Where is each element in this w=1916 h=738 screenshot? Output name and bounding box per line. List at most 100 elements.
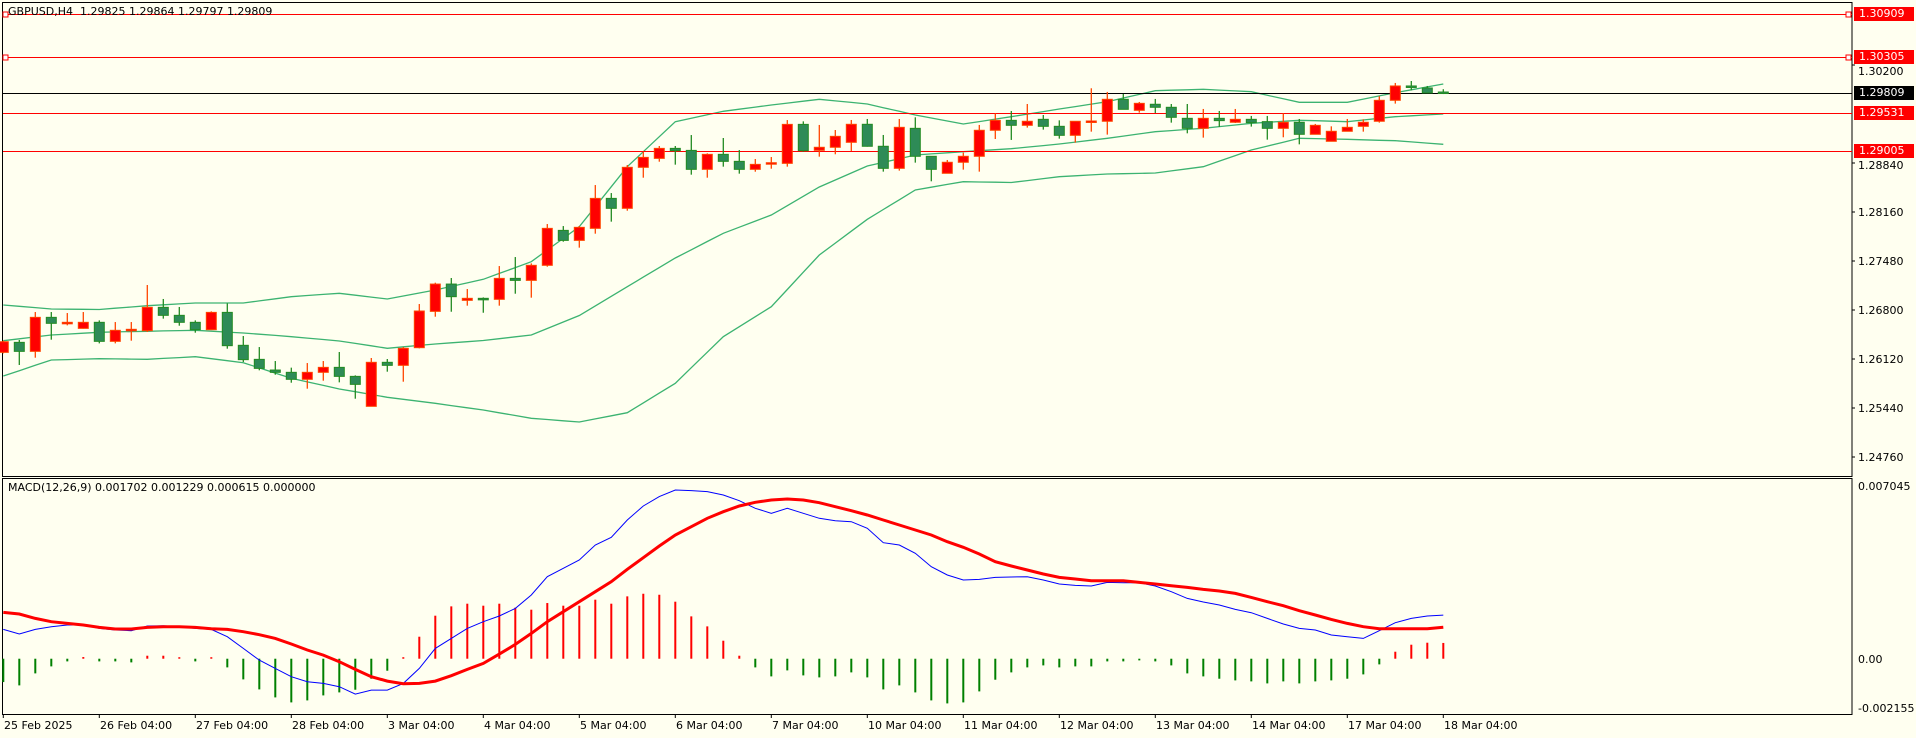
current-price-badge: 1.29809 <box>1854 86 1914 100</box>
price-tick-label: 1.26120 <box>1858 353 1904 366</box>
bull-candle <box>1389 85 1401 101</box>
time-tick-label: 18 Mar 04:00 <box>1444 719 1518 732</box>
bull-candle <box>0 341 9 353</box>
bull-candle <box>429 283 441 312</box>
bear-candle <box>1405 85 1417 88</box>
bear-candle <box>877 145 889 169</box>
candles <box>0 80 1449 407</box>
bear-candle <box>557 229 569 241</box>
level-handle-left <box>2 11 9 18</box>
bull-candle <box>29 316 41 352</box>
bear-candle <box>1053 125 1065 136</box>
bear-candle <box>285 371 297 380</box>
bull-candle <box>1277 121 1289 129</box>
bear-candle <box>685 149 697 170</box>
bull-candle <box>461 297 473 301</box>
bull-candle <box>957 155 969 163</box>
chart-info: GBPUSD,H4 1.29825 1.29864 1.29797 1.2980… <box>8 5 272 18</box>
time-tick-label: 3 Mar 04:00 <box>388 719 455 732</box>
bull-candle <box>813 146 825 151</box>
bull-candle <box>1133 102 1145 111</box>
bear-candle <box>1245 118 1257 124</box>
bull-candle <box>1325 130 1337 142</box>
bull-candle <box>525 264 537 281</box>
time-tick-label: 13 Mar 04:00 <box>1156 719 1230 732</box>
bear-candle <box>717 153 729 162</box>
bear-candle <box>333 366 345 377</box>
bull-candle <box>413 310 425 349</box>
bear-candle <box>477 297 489 301</box>
bull-candle <box>1229 118 1241 123</box>
symbol-timeframe: GBPUSD,H4 <box>8 5 73 18</box>
bull-candle <box>765 162 777 165</box>
time-tick-label: 7 Mar 04:00 <box>772 719 839 732</box>
bear-candle <box>221 311 233 347</box>
bull-candle <box>109 329 121 342</box>
bear-candle <box>445 283 457 298</box>
bull-candle <box>61 321 73 325</box>
bull-candle <box>845 123 857 143</box>
bull-candle <box>941 161 953 174</box>
price-tick-label: 1.28840 <box>1858 159 1904 172</box>
bull-candle <box>701 153 713 170</box>
horizontal-levels[interactable] <box>2 11 1852 152</box>
time-tick-label: 26 Feb 04:00 <box>100 719 173 732</box>
bull-candle <box>989 119 1001 131</box>
bull-candle <box>1309 124 1321 135</box>
level-price-badge: 1.30305 <box>1854 50 1914 64</box>
macd-line <box>3 489 1444 695</box>
bollinger-lower-band <box>3 137 1444 423</box>
time-tick-label: 5 Mar 04:00 <box>580 719 647 732</box>
bear-candle <box>45 316 57 324</box>
bull-candle <box>893 126 905 169</box>
main-panel-border <box>2 2 1853 477</box>
macd-panel-border <box>2 478 1853 715</box>
bull-candle <box>573 226 585 241</box>
bull-candle <box>1021 120 1033 126</box>
time-tick-label: 4 Mar 04:00 <box>484 719 551 732</box>
bull-candle <box>1341 126 1353 132</box>
bull-candle <box>1197 117 1209 129</box>
bear-candle <box>1293 121 1305 135</box>
bear-candle <box>269 369 281 373</box>
macd-tick-label: -0.002155 <box>1858 702 1915 715</box>
bull-candle <box>1373 99 1385 122</box>
bollinger-upper-band <box>3 83 1444 311</box>
bear-candle <box>669 147 681 152</box>
bull-candle <box>141 306 153 332</box>
bear-candle <box>509 277 521 281</box>
bear-candle <box>381 361 393 366</box>
bull-candle <box>541 227 553 266</box>
bear-candle <box>1149 103 1161 108</box>
bear-candle <box>1181 117 1193 129</box>
time-tick-label: 27 Feb 04:00 <box>196 719 269 732</box>
bear-candle <box>157 306 169 316</box>
bear-candle <box>349 375 361 385</box>
ohlc-values: 1.29825 1.29864 1.29797 1.29809 <box>79 5 273 18</box>
bull-candle <box>317 366 329 373</box>
time-tick-label: 28 Feb 04:00 <box>292 719 365 732</box>
time-tick-label: 12 Mar 04:00 <box>1060 719 1134 732</box>
price-tick-label: 1.28160 <box>1858 206 1904 219</box>
macd-tick-label: 0.00 <box>1858 653 1883 666</box>
bear-candle <box>13 341 25 352</box>
bear-candle <box>253 358 265 369</box>
bull-candle <box>77 321 89 329</box>
bull-candle <box>653 147 665 159</box>
bear-candle <box>189 321 201 331</box>
level-price-badge: 1.29531 <box>1854 106 1914 120</box>
bull-candle <box>829 135 841 148</box>
bull-candle <box>749 163 761 170</box>
bull-candle <box>397 347 409 366</box>
price-tick-label: 1.25440 <box>1858 402 1904 415</box>
bear-candle <box>605 197 617 209</box>
bull-candle <box>1069 120 1081 136</box>
time-tick-label: 11 Mar 04:00 <box>964 719 1038 732</box>
bull-candle <box>781 123 793 164</box>
bear-candle <box>861 123 873 147</box>
time-tick-label: 10 Mar 04:00 <box>868 719 942 732</box>
bull-candle <box>1085 120 1097 123</box>
bull-candle <box>205 311 217 331</box>
bull-candle <box>1101 98 1113 122</box>
